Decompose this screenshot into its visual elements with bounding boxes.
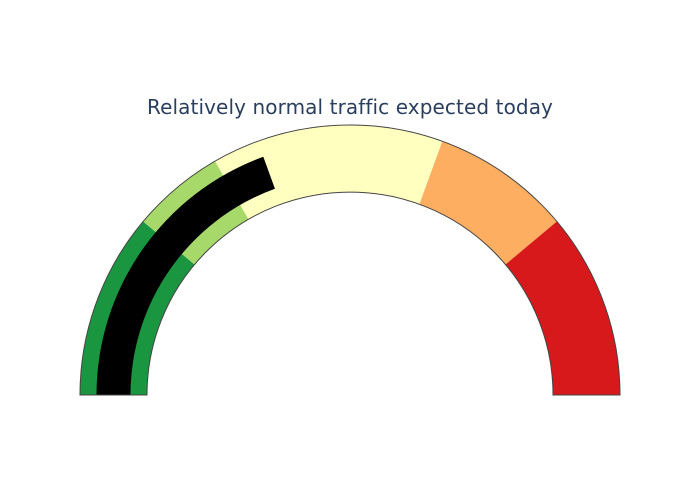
gauge-value-bar: [96, 156, 275, 395]
gauge-step-3: [215, 124, 443, 220]
chart-title: Relatively normal traffic expected today: [146, 95, 553, 119]
gauge-step-4: [419, 141, 557, 265]
gauge-step-5: [505, 221, 620, 395]
gauge-outline: [79, 124, 621, 396]
